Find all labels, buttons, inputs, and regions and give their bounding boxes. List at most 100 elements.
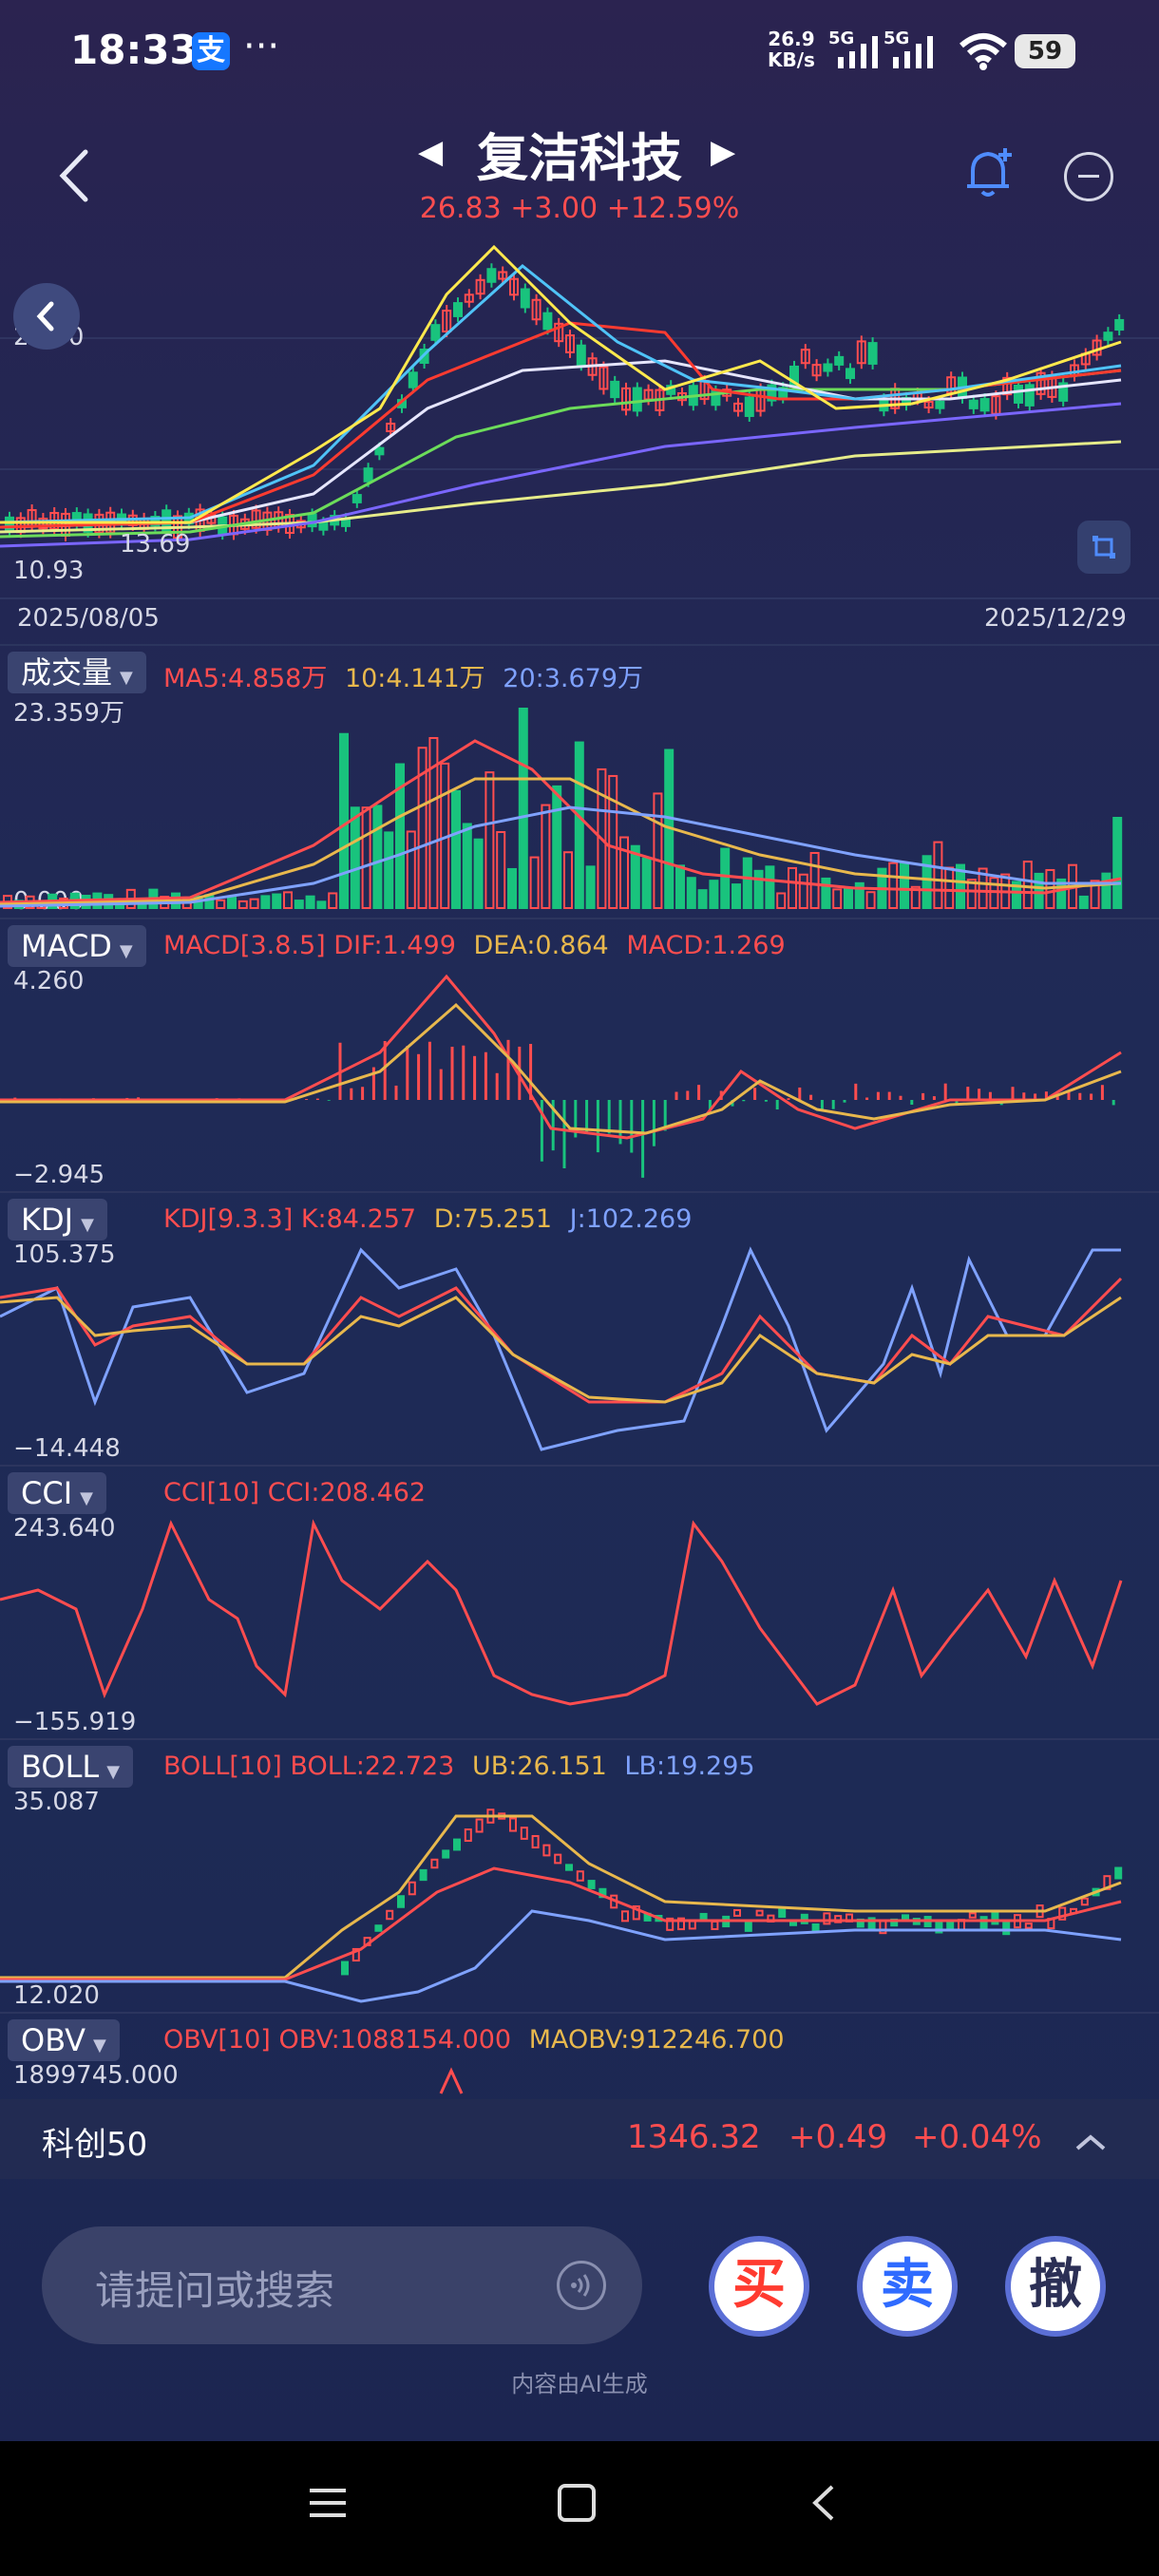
boll-candle [946,1920,955,1930]
boll-candle [341,1960,349,1976]
voice-input-icon[interactable] [557,2261,606,2310]
divider [0,918,1159,919]
volume-bar [1056,878,1067,910]
candle [5,516,14,532]
menu-icon[interactable] [306,2481,350,2525]
indicator-tag-obv[interactable]: OBV ▼ [8,2019,120,2061]
candle [542,312,553,331]
boll-candle [576,1870,584,1882]
fullscreen-button[interactable] [1077,521,1130,574]
indicator-tag-macd[interactable]: MACD ▼ [8,925,146,967]
volume-bar [484,771,495,910]
next-stock-icon[interactable]: ▶ [711,133,736,171]
index-value: 1346.32 [627,2118,761,2156]
volume-bar [507,867,517,909]
boll-candle [778,1907,787,1918]
candle [576,344,586,367]
volume-bar [753,869,764,910]
home-icon[interactable] [555,2481,598,2525]
chevron-up-icon[interactable] [1072,2128,1110,2156]
stock-change: +3.00 [510,192,598,225]
candle [307,513,317,528]
boll-candle [554,1853,562,1865]
bell-add-icon[interactable] [960,142,1020,203]
boll-candle [1024,1923,1033,1929]
chevron-left-icon [36,301,54,331]
volume-bar [854,881,864,910]
candle [251,509,261,529]
remove-watchlist-icon[interactable] [1064,152,1113,201]
buy-button[interactable]: 买 [709,2236,809,2337]
indicator-tag-cci[interactable]: CCI ▼ [8,1472,106,1514]
candle [856,340,866,365]
candle [1103,331,1113,341]
candle [408,371,418,388]
volume-bar [462,823,472,909]
indicator-tag-boll[interactable]: BOLL ▼ [8,1746,134,1788]
candle [430,324,441,341]
boll-chart [0,1809,1123,2003]
candle [632,387,642,412]
boll-candle [834,1915,843,1923]
ai-search-bar[interactable] [42,2226,642,2344]
volume-bar [653,792,663,909]
candle [442,310,452,332]
volume-bar [765,865,775,909]
kline-chart[interactable] [0,237,1159,636]
obv-max: 1899745.000 [13,2061,179,2090]
boll-candle [352,1947,360,1962]
status-time: 18:33 [70,27,198,73]
volume-bar [316,900,327,909]
boll-candle [666,1917,674,1931]
back-nav-icon[interactable] [804,2481,847,2525]
candle [1024,384,1035,407]
boll-candle [542,1844,551,1857]
indicator-tag-volume[interactable]: 成交量 ▼ [8,652,146,693]
boll-candle [520,1827,528,1840]
collapse-left-button[interactable] [13,283,80,350]
kdj-d: D:75.251 [433,1204,553,1234]
cci-legend: CCI[10] CCI:208.462 [163,1478,426,1507]
volume-bar [395,763,405,909]
candle [374,446,385,456]
boll-candle [968,1912,977,1919]
date-start: 2025/08/05 [17,604,160,633]
cancel-order-button[interactable]: 撤 [1005,2236,1106,2337]
back-arrow-icon[interactable] [48,142,104,209]
index-ticker-bar[interactable] [0,2099,1159,2179]
caret-down-icon: ▼ [81,1215,94,1235]
cci-name: CCI[10] [163,1478,260,1507]
volume-bar [608,774,618,909]
volume-bar [865,891,876,909]
obv-peak-mark [439,2067,464,2094]
volume-bar [809,851,820,910]
system-nav-bar [0,2441,1159,2576]
kdj-max: 105.375 [13,1241,116,1269]
candle [554,322,564,343]
index-name: 科创50 [42,2126,148,2164]
macd-legend: MACD[3.8.5] DIF:1.499 DEA:0.864 MACD:1.2… [163,931,786,960]
volume-bar [451,789,461,909]
candle [1036,371,1046,395]
volume-bar [249,898,259,910]
divider [0,1191,1159,1193]
candle [733,402,743,412]
obv-name: OBV[10] [163,2025,271,2055]
boll-candle [755,1909,764,1917]
volume-bar [339,732,349,909]
boll-candle [374,1924,383,1932]
signal-5g-icon: 5G [828,28,878,68]
volume-bar [541,804,551,909]
sell-button[interactable]: 卖 [857,2236,958,2337]
caret-down-icon: ▼ [106,1762,121,1782]
volume-bar [641,857,652,909]
volume-bar [742,857,752,910]
indicator-tag-kdj[interactable]: KDJ ▼ [8,1199,107,1241]
prev-stock-icon[interactable]: ◀ [418,133,444,171]
volume-bar [1078,895,1089,909]
index-change-pct: +0.04% [912,2118,1042,2156]
kdj-legend: KDJ[9.3.3] K:84.257 D:75.251 J:102.269 [163,1204,692,1234]
candle [352,494,362,503]
volume-bar [1101,872,1112,909]
volume-bar [675,864,685,909]
